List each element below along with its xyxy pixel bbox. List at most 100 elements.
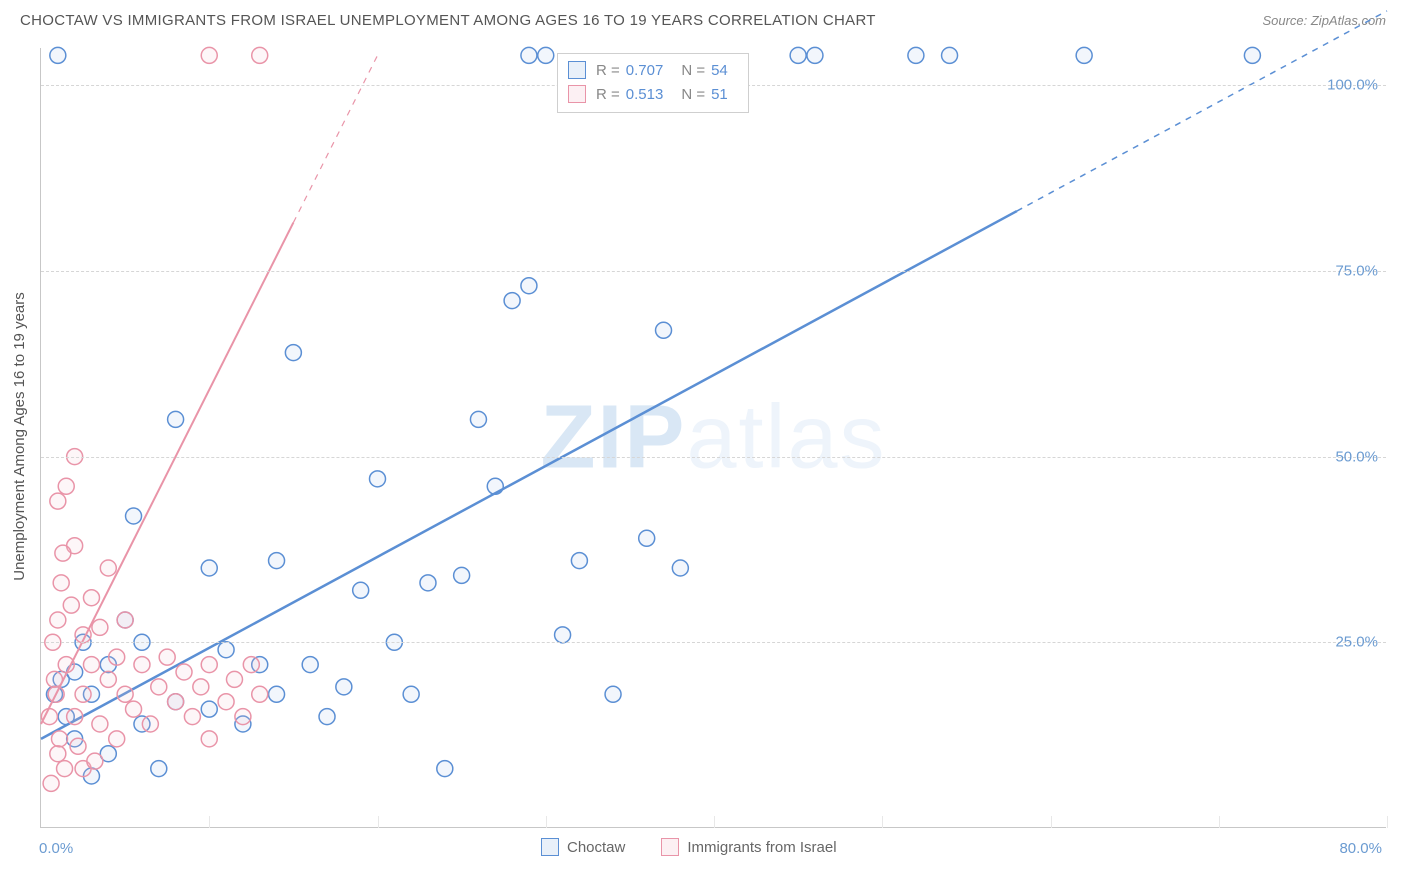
scatter-point [790, 47, 806, 63]
stats-row: R = 0.513 N = 51 [568, 82, 736, 106]
stat-R-label: R = [596, 62, 620, 79]
gridline-h [41, 642, 1386, 643]
scatter-point [55, 545, 71, 561]
stat-N-label: N = [681, 62, 705, 79]
gridline-h [41, 457, 1386, 458]
scatter-point [521, 278, 537, 294]
scatter-point [353, 582, 369, 598]
scatter-point [269, 686, 285, 702]
legend-swatch [661, 838, 679, 856]
gridline-v [209, 816, 210, 828]
regression-line-extrapolated [293, 55, 377, 222]
scatter-point [437, 761, 453, 777]
scatter-point [75, 686, 91, 702]
scatter-point [100, 560, 116, 576]
scatter-point [908, 47, 924, 63]
scatter-point [57, 761, 73, 777]
scatter-point [605, 686, 621, 702]
scatter-point [50, 47, 66, 63]
series-legend: Choctaw Immigrants from Israel [541, 838, 865, 856]
stat-N-label: N = [681, 86, 705, 103]
scatter-point [269, 553, 285, 569]
scatter-point [43, 775, 59, 791]
scatter-point [83, 657, 99, 673]
legend-label: Immigrants from Israel [687, 839, 836, 856]
scatter-point [50, 746, 66, 762]
scatter-point [319, 709, 335, 725]
scatter-point [50, 612, 66, 628]
scatter-point [218, 694, 234, 710]
scatter-point [168, 411, 184, 427]
scatter-point [201, 560, 217, 576]
gridline-h [41, 271, 1386, 272]
stat-R-value: 0.707 [626, 62, 664, 79]
scatter-point [50, 493, 66, 509]
scatter-point [58, 478, 74, 494]
series-swatch [568, 85, 586, 103]
scatter-point [656, 322, 672, 338]
scatter-point [403, 686, 419, 702]
scatter-point [302, 657, 318, 673]
scatter-point [63, 597, 79, 613]
stat-R-value: 0.513 [626, 86, 664, 103]
scatter-point [126, 508, 142, 524]
scatter-point [226, 671, 242, 687]
scatter-point [201, 731, 217, 747]
scatter-point [70, 738, 86, 754]
scatter-point [134, 657, 150, 673]
scatter-point [201, 701, 217, 717]
scatter-point [176, 664, 192, 680]
stat-N-value: 54 [711, 62, 728, 79]
chart-title: CHOCTAW VS IMMIGRANTS FROM ISRAEL UNEMPL… [20, 12, 876, 29]
scatter-point [504, 293, 520, 309]
scatter-point [470, 411, 486, 427]
scatter-point [117, 686, 133, 702]
gridline-v [378, 816, 379, 828]
scatter-point [109, 649, 125, 665]
scatter-point [168, 694, 184, 710]
scatter-point [942, 47, 958, 63]
y-tick-label: 100.0% [1327, 77, 1378, 94]
y-tick-label: 75.0% [1335, 262, 1378, 279]
scatter-point [109, 731, 125, 747]
gridline-v [714, 816, 715, 828]
plot-area: ZIPatlas 25.0%50.0%75.0%100.0%0.0%80.0%R… [40, 48, 1386, 828]
scatter-point [67, 709, 83, 725]
scatter-point [1076, 47, 1092, 63]
gridline-v [546, 816, 547, 828]
scatter-point [126, 701, 142, 717]
scatter-point [807, 47, 823, 63]
stat-R-label: R = [596, 86, 620, 103]
scatter-point [521, 47, 537, 63]
scatter-point [420, 575, 436, 591]
scatter-point [555, 627, 571, 643]
scatter-point [53, 575, 69, 591]
scatter-point [370, 471, 386, 487]
scatter-point [100, 671, 116, 687]
stats-legend-box: R = 0.707 N = 54 R = 0.513 N = 51 [557, 53, 749, 113]
scatter-point [639, 530, 655, 546]
legend-label: Choctaw [567, 839, 625, 856]
y-tick-label: 50.0% [1335, 448, 1378, 465]
regression-line-extrapolated [1017, 11, 1387, 211]
scatter-point [184, 709, 200, 725]
scatter-point [252, 47, 268, 63]
scatter-point [193, 679, 209, 695]
y-tick-label: 25.0% [1335, 634, 1378, 651]
scatter-point [454, 567, 470, 583]
scatter-point [218, 642, 234, 658]
scatter-point [252, 686, 268, 702]
scatter-point [117, 612, 133, 628]
stat-N-value: 51 [711, 86, 728, 103]
scatter-point [336, 679, 352, 695]
scatter-point [201, 47, 217, 63]
scatter-point [92, 619, 108, 635]
scatter-point [83, 590, 99, 606]
scatter-point [243, 657, 259, 673]
scatter-point [571, 553, 587, 569]
scatter-point [672, 560, 688, 576]
legend-swatch [541, 838, 559, 856]
scatter-point [201, 657, 217, 673]
scatter-point [1244, 47, 1260, 63]
source-attribution: Source: ZipAtlas.com [1262, 13, 1386, 28]
